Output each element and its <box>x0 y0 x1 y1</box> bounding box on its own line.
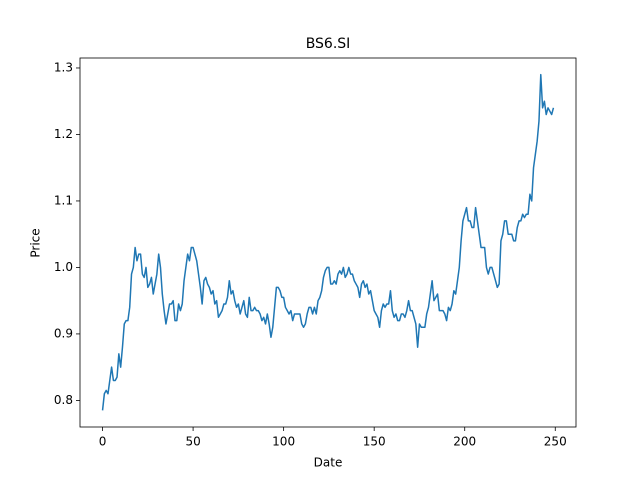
y-tick-label: 0.8 <box>54 393 73 407</box>
x-tick-label: 50 <box>185 435 200 449</box>
x-tick-label: 250 <box>544 435 567 449</box>
y-tick-label: 1.3 <box>54 60 73 74</box>
x-tick-label: 0 <box>99 435 107 449</box>
y-tick-label: 1.2 <box>54 127 73 141</box>
y-tick-label: 1.0 <box>54 260 73 274</box>
y-axis-label: Price <box>29 228 43 257</box>
price-line <box>101 73 555 411</box>
y-tick-label: 0.9 <box>54 326 73 340</box>
chart-title: BS6.SI <box>306 36 351 52</box>
x-tick-label: 100 <box>272 435 295 449</box>
y-tick-label: 1.1 <box>54 193 73 207</box>
x-tick-label: 150 <box>363 435 386 449</box>
x-axis-label: Date <box>314 456 343 470</box>
axes-frame <box>79 57 577 428</box>
x-tick-label: 200 <box>453 435 476 449</box>
